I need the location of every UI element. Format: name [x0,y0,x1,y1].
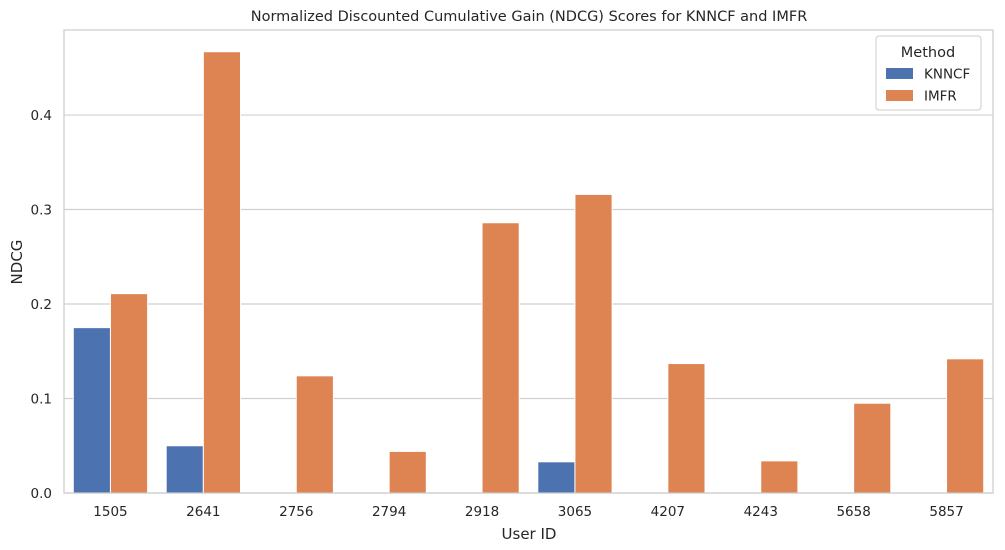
bar-knncf-3065 [537,461,576,494]
bar-imfr-2756 [295,375,334,494]
x-tick-label: 1505 [93,504,127,520]
legend-title: Method [901,45,955,61]
x-tick-label: 2794 [372,504,406,520]
bar-imfr-2794 [388,450,427,494]
x-tick-label: 2918 [465,504,499,520]
x-tick-label: 2641 [186,504,220,520]
legend-swatch-knncf [886,68,913,79]
y-tick-label: 0.3 [31,203,52,219]
x-tick-label: 3065 [558,504,592,520]
bar-imfr-4243 [760,460,799,494]
chart-title: Normalized Discounted Cumulative Gain (N… [251,9,808,25]
x-axis-label: User ID [502,525,557,543]
bar-imfr-1505 [109,293,149,494]
bar-imfr-5658 [853,402,892,494]
x-tick-label: 5658 [836,504,870,520]
x-tick-label: 4207 [651,504,685,520]
y-tick-label: 0.1 [31,392,52,408]
bar-imfr-2918 [481,222,520,494]
plot-frame [63,29,994,494]
y-tick-label: 0.2 [31,297,52,313]
bar-imfr-5857 [946,358,985,494]
legend: Method KNNCF IMFR [875,35,982,111]
y-axis-label: NDCG [8,240,26,285]
legend-label-knncf: KNNCF [924,67,970,83]
x-tick-label: 5857 [929,504,963,520]
bar-knncf-1505 [72,327,111,494]
bar-imfr-3065 [574,193,613,494]
bar-knncf-2641 [165,445,204,494]
y-axis-ticks: 0.0 0.1 0.2 0.3 0.4 [31,108,52,502]
legend-swatch-imfr [886,90,913,101]
x-axis-ticks: 1505 2641 2756 2794 2918 3065 4207 4243 5658 5857 [93,504,963,520]
legend-label-imfr: IMFR [924,89,957,105]
bars [72,51,985,494]
x-tick-label: 4243 [744,504,778,520]
bar-imfr-2641 [202,51,242,494]
bar-imfr-4207 [667,363,706,494]
x-tick-label: 2756 [279,504,313,520]
y-tick-label: 0.0 [31,486,52,502]
y-tick-label: 0.4 [31,108,52,124]
